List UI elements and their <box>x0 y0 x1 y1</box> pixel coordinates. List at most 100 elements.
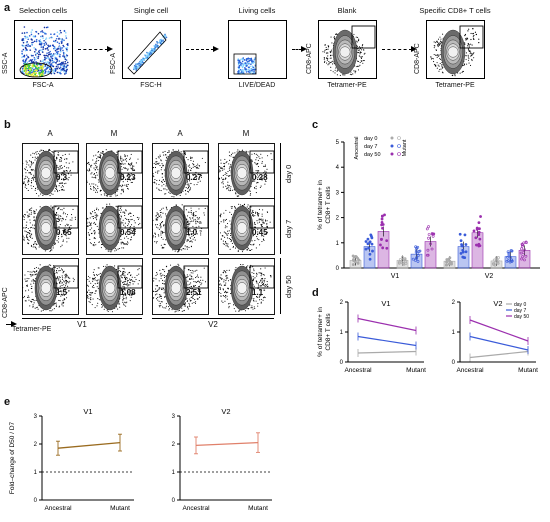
percentage-value: 0.45 <box>252 228 268 237</box>
data-point <box>430 232 434 235</box>
data-point <box>385 239 389 243</box>
contour-plot <box>218 143 275 200</box>
data-point <box>356 261 360 265</box>
row-label-1: day 7 <box>284 219 293 238</box>
row-bracket <box>280 198 281 254</box>
data-point <box>464 250 468 254</box>
y-tick-label: 5 <box>336 140 340 146</box>
data-point <box>411 257 415 261</box>
data-point <box>519 251 523 255</box>
gate <box>459 25 484 49</box>
data-point <box>426 248 430 252</box>
percentage-value: 0.65 <box>56 228 72 237</box>
data-point <box>495 259 499 263</box>
flow-plot-title: Single cell <box>133 6 169 15</box>
gate <box>117 205 143 229</box>
x-tick-label: Mutant <box>248 505 268 512</box>
y-tick-label: 0 <box>452 360 456 366</box>
x-tick-label: Ancestral <box>456 367 484 374</box>
data-point <box>463 233 467 237</box>
data-point <box>364 247 368 251</box>
data-point <box>416 254 420 258</box>
contour-plot <box>86 143 143 200</box>
data-point <box>496 259 500 263</box>
x-tick-label: Ancestral <box>344 367 372 374</box>
data-point <box>508 255 512 259</box>
contour-plot <box>152 258 209 315</box>
data-point <box>418 249 422 253</box>
legend-group-mutant: Mutant <box>402 139 408 156</box>
legend-marker-ancestral <box>390 152 394 156</box>
flow-arrow <box>292 46 307 52</box>
y-tick-label: 3 <box>34 414 38 420</box>
percentage-value: 1.1 <box>252 288 264 297</box>
gate <box>53 265 79 289</box>
plot-title-v2: V2 <box>493 299 502 308</box>
data-point <box>397 260 401 264</box>
flow-x-label: FSC-H <box>140 82 162 89</box>
column-header-a: A <box>47 129 53 138</box>
flow-y-label: CD8-APC <box>414 43 421 74</box>
line-chart-d: 0 1 2 V1 Ancestral Mutant % of tetramer+ in CD8… <box>317 299 538 374</box>
group-label-v1: V1 <box>391 273 400 278</box>
flow-x-label: Tetramer-PE <box>327 82 367 89</box>
bar <box>471 232 484 269</box>
legend-label: day 50 <box>514 314 529 320</box>
y-tick-label: 0 <box>336 266 340 272</box>
data-point <box>364 240 368 243</box>
data-point <box>458 232 462 236</box>
flow-y-label: FSC-A <box>110 53 117 74</box>
data-point <box>371 249 374 253</box>
data-point <box>425 227 429 231</box>
contour-plot <box>152 143 209 200</box>
data-point <box>368 252 372 256</box>
plot-title-v1: V1 <box>381 299 390 308</box>
legend-marker-mutant <box>397 152 401 156</box>
flow-arrow <box>186 46 219 52</box>
flow-plot-4 <box>318 20 377 79</box>
y-tick-label: 0 <box>34 498 38 504</box>
data-point <box>380 214 384 218</box>
data-point <box>403 258 407 262</box>
data-point <box>370 236 374 240</box>
data-point <box>379 243 382 247</box>
data-point <box>521 255 524 259</box>
y-axis-label: % of tetramer+ in <box>317 307 324 357</box>
panel-b-label: b <box>4 119 11 131</box>
data-point <box>520 257 523 261</box>
legend-marker-ancestral <box>390 144 394 148</box>
data-point <box>413 258 417 262</box>
column-header-m: M <box>242 129 250 138</box>
contour-plot <box>218 258 275 315</box>
data-point <box>366 237 370 241</box>
gate <box>249 205 275 229</box>
data-point <box>477 233 481 237</box>
data-point <box>524 241 528 245</box>
row-label-0: day 0 <box>284 164 293 183</box>
data-point <box>444 263 448 267</box>
legend-label: day 0 <box>364 136 377 142</box>
gate <box>183 205 209 229</box>
series-line <box>357 317 417 332</box>
plot-title-v2: V2 <box>221 407 230 416</box>
y-tick-label: 1 <box>452 330 456 336</box>
data-point <box>475 243 478 247</box>
data-point <box>381 246 385 250</box>
gate <box>233 53 257 75</box>
line-chart-e: Fold–change of D50 / D7 0 1 2 3 V1 Ancestral Mu… <box>9 407 272 512</box>
flow-plot-1 <box>14 20 73 79</box>
contour-plot <box>86 258 143 315</box>
data-point <box>448 256 452 260</box>
row-label-2: day 50 <box>284 275 293 298</box>
data-point <box>380 220 384 224</box>
data-point <box>474 236 478 240</box>
data-point <box>479 215 482 218</box>
x-tick-label: Ancestral <box>44 505 72 512</box>
panel-d-label: d <box>312 287 319 299</box>
data-point <box>353 260 357 264</box>
data-point <box>459 252 463 255</box>
y-tick-label: 2 <box>340 300 344 306</box>
data-point <box>400 261 404 265</box>
percentage-value: 0.54 <box>120 228 136 237</box>
gate <box>249 150 275 174</box>
